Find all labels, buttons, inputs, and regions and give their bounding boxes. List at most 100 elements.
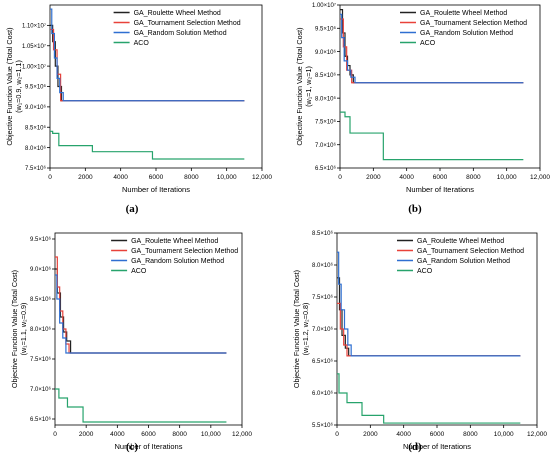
x-tick-label: 10,000 bbox=[497, 174, 517, 181]
series-line-4 bbox=[55, 388, 227, 423]
legend: GA_Roulette Wheel Method GA_Tournament Se… bbox=[111, 238, 238, 275]
series-line-3 bbox=[340, 13, 524, 84]
y-tick-label: 1.00×10⁷ bbox=[22, 63, 46, 70]
y-tick-label: 9.5×10⁶ bbox=[315, 25, 337, 32]
y-tick-label: 8.5×10⁶ bbox=[30, 296, 52, 303]
chart-panel-3: 0 2000 4000 6000 8000 10,000 12,000 6.5×10⁶ 7.0×… bbox=[10, 232, 252, 453]
y-axis-title: Objective Function Value (Total Cost) bbox=[5, 27, 14, 145]
x-tick-label: 8000 bbox=[172, 431, 187, 438]
y-tick-label: 7.5×10⁶ bbox=[30, 356, 52, 363]
legend-label: GA_Tournament Selection Method bbox=[134, 20, 241, 27]
y-tick-label: 8.5×10⁶ bbox=[25, 124, 47, 131]
series-line-3 bbox=[337, 251, 521, 357]
x-tick-label: 12,000 bbox=[232, 431, 252, 438]
series-line-1 bbox=[55, 268, 227, 354]
y-axis-subtitle: (w₁=1.1, w₂=0.9) bbox=[19, 303, 28, 356]
series-line-3 bbox=[55, 274, 227, 354]
y-tick-label: 6.5×10⁶ bbox=[315, 165, 337, 172]
legend-label: ACO bbox=[420, 40, 436, 47]
y-tick-label: 9.0×10⁶ bbox=[30, 266, 52, 273]
y-tick-label: 6.5×10⁶ bbox=[30, 416, 52, 423]
legend: GA_Roulette Wheel Method GA_Tournament Se… bbox=[397, 238, 524, 275]
x-axis-title: Number of Iterations bbox=[115, 442, 183, 451]
x-tick-label: 2000 bbox=[366, 174, 381, 181]
legend-label: GA_Roulette Wheel Method bbox=[417, 238, 504, 245]
y-tick-label: 8.0×10⁶ bbox=[30, 326, 52, 333]
y-axis-subtitle: (w₁=0.9, w₂=1.1) bbox=[14, 60, 23, 113]
x-tick-label: 0 bbox=[335, 431, 339, 438]
x-tick-label: 12,000 bbox=[527, 431, 547, 438]
legend-label: ACO bbox=[134, 40, 150, 47]
legend-label: GA_Random Solution Method bbox=[417, 258, 510, 265]
panel-caption: (c) bbox=[126, 441, 139, 453]
x-tick-label: 4000 bbox=[113, 174, 128, 181]
x-tick-label: 6000 bbox=[149, 174, 164, 181]
y-axis-subtitle: (w₁=1, w₂=1) bbox=[304, 66, 313, 107]
y-tick-label: 7.0×10⁶ bbox=[315, 142, 337, 149]
y-tick-label: 7.0×10⁶ bbox=[30, 386, 52, 393]
y-tick-label: 8.5×10⁶ bbox=[312, 230, 334, 237]
x-tick-label: 0 bbox=[48, 174, 52, 181]
chart-panel-2: 0 2000 4000 6000 8000 10,000 12,000 6.5×10⁶ 7.0×… bbox=[295, 2, 550, 215]
series-line-4 bbox=[337, 373, 521, 424]
x-tick-label: 0 bbox=[53, 431, 57, 438]
series-line-1 bbox=[337, 277, 521, 357]
x-tick-label: 8000 bbox=[466, 174, 481, 181]
x-tick-label: 12,000 bbox=[530, 174, 550, 181]
x-tick-label: 4000 bbox=[110, 431, 125, 438]
x-tick-label: 10,000 bbox=[494, 431, 514, 438]
x-tick-label: 10,000 bbox=[201, 431, 221, 438]
chart-panel-1: 0 2000 4000 6000 8000 10,000 12,000 7.5×10⁶ 8.0×… bbox=[5, 4, 272, 215]
series-line-2 bbox=[337, 302, 521, 357]
legend-label: GA_Random Solution Method bbox=[420, 30, 513, 37]
x-tick-label: 4000 bbox=[396, 431, 411, 438]
y-tick-label: 6.0×10⁶ bbox=[312, 390, 334, 397]
x-tick-label: 12,000 bbox=[252, 174, 272, 181]
y-tick-label: 7.5×10⁶ bbox=[25, 165, 47, 172]
legend-label: GA_Roulette Wheel Method bbox=[134, 10, 221, 17]
legend-label: GA_Tournament Selection Method bbox=[420, 20, 527, 27]
x-tick-label: 2000 bbox=[78, 174, 93, 181]
legend-label: ACO bbox=[131, 268, 147, 275]
x-tick-label: 4000 bbox=[399, 174, 414, 181]
panel-caption: (b) bbox=[408, 203, 422, 215]
legend-label: GA_Roulette Wheel Method bbox=[420, 10, 507, 17]
y-axis-subtitle: (w₁=1.2, w₂=0.8) bbox=[301, 303, 310, 356]
y-tick-label: 9.0×10⁶ bbox=[25, 104, 47, 111]
y-tick-label: 8.0×10⁶ bbox=[315, 95, 337, 102]
x-tick-label: 10,000 bbox=[217, 174, 237, 181]
x-tick-label: 2000 bbox=[79, 431, 94, 438]
y-axis-title: Objective Function Value (Total Cost) bbox=[10, 270, 19, 388]
series-line-4 bbox=[340, 111, 524, 161]
panel-caption: (d) bbox=[408, 441, 422, 453]
y-tick-label: 8.5×10⁶ bbox=[315, 72, 337, 79]
y-tick-label: 6.5×10⁶ bbox=[312, 358, 334, 365]
x-tick-label: 8000 bbox=[184, 174, 199, 181]
x-tick-label: 6000 bbox=[433, 174, 448, 181]
y-tick-label: 1.05×10⁷ bbox=[22, 43, 46, 50]
y-axis-title: Objective Function Value (Total Cost) bbox=[292, 270, 301, 388]
x-axis-title: Number of Iterations bbox=[122, 185, 190, 194]
series-line-3 bbox=[50, 8, 245, 102]
legend: GA_Roulette Wheel Method GA_Tournament Se… bbox=[113, 10, 241, 47]
x-axis-title: Number of Iterations bbox=[403, 442, 471, 451]
y-tick-label: 8.0×10⁶ bbox=[25, 145, 47, 152]
legend-label: GA_Tournament Selection Method bbox=[131, 248, 238, 255]
y-tick-label: 8.0×10⁶ bbox=[312, 262, 334, 269]
legend-label: GA_Random Solution Method bbox=[131, 258, 224, 265]
series-line-2 bbox=[340, 18, 524, 84]
y-axis-title: Objective Function Value (Total Cost) bbox=[295, 27, 304, 145]
x-axis-title: Number of Iterations bbox=[406, 185, 474, 194]
y-tick-label: 9.0×10⁶ bbox=[315, 49, 337, 56]
panel-caption: (a) bbox=[126, 203, 139, 215]
x-tick-label: 8000 bbox=[463, 431, 478, 438]
y-tick-label: 9.5×10⁶ bbox=[30, 236, 52, 243]
legend-label: ACO bbox=[417, 268, 433, 275]
y-tick-label: 5.5×10⁶ bbox=[312, 422, 334, 429]
x-tick-label: 6000 bbox=[430, 431, 445, 438]
legend-label: GA_Random Solution Method bbox=[134, 30, 227, 37]
legend: GA_Roulette Wheel Method GA_Tournament Se… bbox=[400, 10, 527, 47]
legend-label: GA_Tournament Selection Method bbox=[417, 248, 524, 255]
series-line-4 bbox=[50, 130, 245, 160]
